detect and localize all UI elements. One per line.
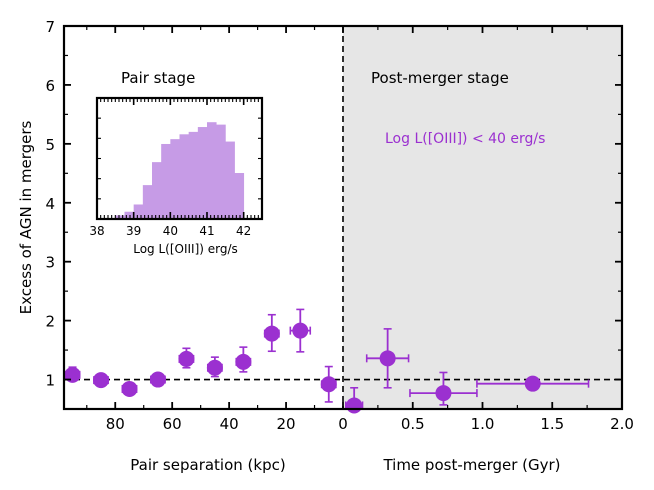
inset-x-tick-label: 42 xyxy=(236,224,251,238)
y-tick-label: 1 xyxy=(45,372,55,390)
pair-stage-point xyxy=(235,346,252,373)
x-tick-label-right: 1.0 xyxy=(471,415,495,433)
data-point-marker xyxy=(379,350,396,367)
data-point-marker xyxy=(524,375,541,392)
data-point-marker xyxy=(178,350,195,367)
inset-x-tick-label: 38 xyxy=(89,224,104,238)
post-merger-point xyxy=(365,328,410,389)
data-point-marker xyxy=(206,359,223,376)
histogram-bar xyxy=(179,134,190,219)
pair-stage-point xyxy=(206,356,223,378)
histogram-bar xyxy=(133,204,144,219)
data-point-marker xyxy=(263,325,280,342)
y-tick-label: 3 xyxy=(45,254,55,272)
histogram-bar xyxy=(161,143,171,219)
luminosity-cut-annotation: Log L([OIII]) < 40 erg/s xyxy=(385,131,545,147)
histogram-bar xyxy=(188,131,199,219)
histogram-bar xyxy=(170,139,180,219)
histogram-bar xyxy=(225,141,235,219)
data-point-marker xyxy=(320,376,337,393)
histogram-bar xyxy=(197,127,208,219)
data-point-marker xyxy=(292,322,309,339)
x-tick-label-left: 40 xyxy=(220,415,239,433)
histogram-bar xyxy=(234,173,245,219)
y-tick-label: 5 xyxy=(45,136,55,154)
data-point-marker xyxy=(93,372,110,389)
histogram-bar xyxy=(207,122,217,219)
x-tick-label-right: 1.5 xyxy=(540,415,564,433)
x-tick-label-left: 80 xyxy=(106,415,125,433)
inset-x-tick-label: 39 xyxy=(126,224,141,238)
data-point-marker xyxy=(435,385,452,402)
inset-x-tick-label: 40 xyxy=(163,224,178,238)
pair-stage-point xyxy=(320,365,337,403)
histogram-bar xyxy=(216,124,226,219)
histogram-bar xyxy=(124,211,135,219)
x-tick-label-left: 20 xyxy=(277,415,296,433)
pair-stage-point xyxy=(93,372,110,389)
inset-x-tick-label: 41 xyxy=(199,224,214,238)
y-axis-label: Excess of AGN in mergers xyxy=(17,120,35,314)
x-tick-label-right: 2.0 xyxy=(610,415,634,433)
x-axis-label-left: Pair separation (kpc) xyxy=(130,456,285,474)
y-tick-label: 4 xyxy=(45,195,55,213)
post-merger-stage-label: Post-merger stage xyxy=(371,69,509,87)
x-tick-label-left: 0 xyxy=(338,415,348,433)
data-point-marker xyxy=(121,380,138,397)
post-merger-point xyxy=(476,375,590,392)
pair-stage-point xyxy=(263,313,280,353)
post-merger-point xyxy=(409,371,478,406)
pair-stage-point xyxy=(149,371,166,388)
data-point-marker xyxy=(149,371,166,388)
histogram-bar xyxy=(115,215,125,219)
y-tick-label: 6 xyxy=(45,77,55,95)
data-point-marker xyxy=(346,397,363,414)
histogram-bar xyxy=(142,185,153,219)
x-tick-label-left: 60 xyxy=(163,415,182,433)
data-point-marker xyxy=(235,353,252,370)
x-axis-label-right: Time post-merger (Gyr) xyxy=(382,456,560,474)
y-tick-label: 7 xyxy=(45,18,55,36)
x-tick-label-right: 0.5 xyxy=(401,415,425,433)
pair-stage-point xyxy=(289,308,312,353)
pair-stage-label: Pair stage xyxy=(121,69,195,87)
y-tick-label: 2 xyxy=(45,313,55,331)
histogram-bar xyxy=(152,162,162,219)
inset-x-axis-label: Log L([OIII]) erg/s xyxy=(133,242,238,256)
pair-stage-point xyxy=(121,380,138,397)
post-merger-shade xyxy=(343,26,622,409)
pair-stage-point xyxy=(178,347,195,369)
